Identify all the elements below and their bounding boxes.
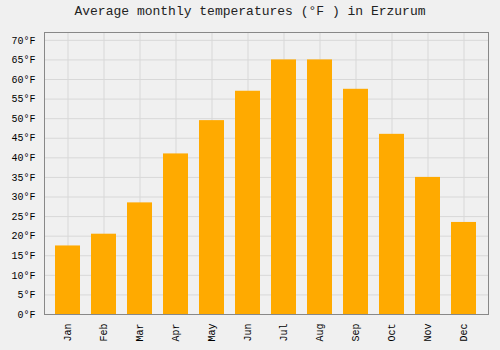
svg-text:Jan: Jan [63,324,74,342]
svg-text:Sep: Sep [351,324,362,342]
svg-text:Mar: Mar [135,324,146,342]
svg-text:30°F: 30°F [11,192,35,203]
svg-text:55°F: 55°F [11,94,35,105]
svg-text:40°F: 40°F [11,153,35,164]
svg-text:May: May [207,324,218,342]
svg-text:0°F: 0°F [17,310,35,321]
svg-text:45°F: 45°F [11,133,35,144]
svg-text:Feb: Feb [99,324,110,342]
svg-text:60°F: 60°F [11,75,35,86]
svg-text:65°F: 65°F [11,55,35,66]
svg-text:Jul: Jul [279,324,290,342]
html-text:Average monthly temperatures (: Average monthly temperatures (°F ) in Er… [74,4,426,19]
svg-text:Aug: Aug [315,324,326,342]
svg-text:5°F: 5°F [17,290,35,301]
svg-text:Dec: Dec [459,324,470,342]
svg-text:Nov: Nov [423,324,434,342]
svg-text:15°F: 15°F [11,251,35,262]
svg-text:35°F: 35°F [11,173,35,184]
svg-text:10°F: 10°F [11,271,35,282]
svg-text:Oct: Oct [387,324,398,342]
svg-text:70°F: 70°F [11,36,35,47]
svg-text:50°F: 50°F [11,114,35,125]
svg-text:Jun: Jun [243,324,254,342]
svg-text:25°F: 25°F [11,212,35,223]
svg-text:Apr: Apr [171,324,182,342]
svg-text:20°F: 20°F [11,231,35,242]
